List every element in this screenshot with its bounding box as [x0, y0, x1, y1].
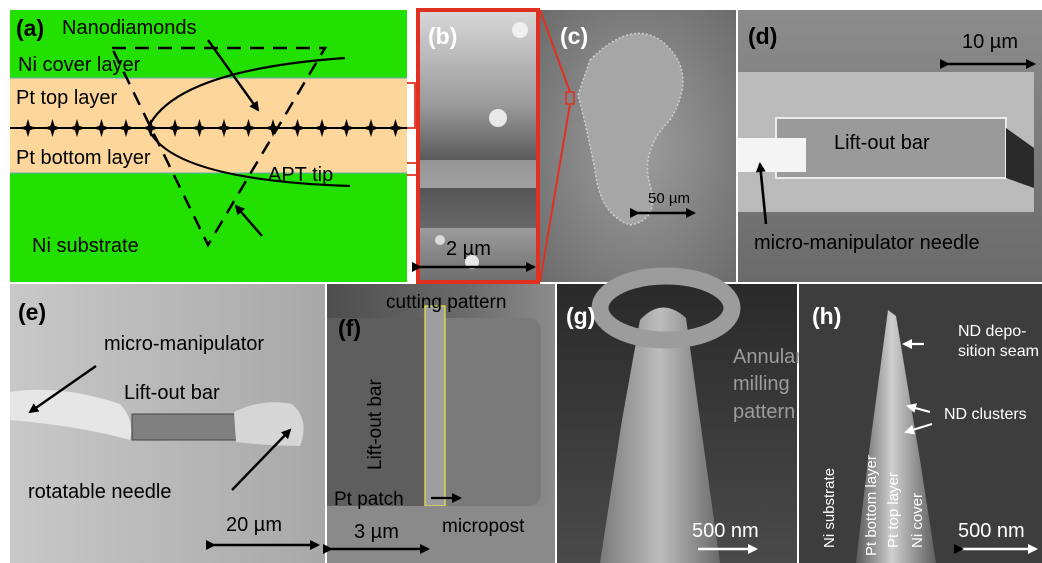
- nanodiamonds-arrow: [207, 39, 260, 112]
- h-ni-cover-label: Ni cover: [909, 493, 926, 548]
- panel-g-scale-label: 500 nm: [692, 520, 759, 542]
- panel-f: (f) cutting pattern Lift-out bar Pt patc…: [323, 284, 555, 563]
- nanodiamond-star: [92, 119, 111, 137]
- needle-arrow: [755, 162, 768, 225]
- nanodiamond-star: [68, 119, 86, 137]
- panel-h-scale-label: 500 nm: [958, 520, 1025, 542]
- panel-h-tip: [856, 310, 936, 563]
- panel-a: (a) Nanodiamonds Ni cover layer Pt top l…: [10, 10, 418, 282]
- panel-c-scale-label: 50 µm: [648, 190, 690, 207]
- panel-e-letter: (e): [18, 299, 46, 325]
- panel-f-letter: (f): [338, 315, 361, 341]
- nanodiamond-star: [117, 119, 135, 137]
- pt-bottom-label: Pt bottom layer: [16, 147, 151, 169]
- panel-h: (h) ND depo- sition seam ND clusters Ni …: [799, 284, 1042, 563]
- panel-d-lift-out-label: Lift-out bar: [834, 132, 930, 154]
- nanodiamond-star: [43, 119, 62, 137]
- panel-b-highlight-frame: [416, 8, 540, 284]
- nd-clusters-label: ND clusters: [944, 406, 1027, 423]
- nanodiamond-star: [19, 119, 37, 137]
- panel-e: (e) micro-manipulator Lift-out bar rotat…: [10, 284, 325, 563]
- nanodiamond-star: [386, 119, 405, 137]
- h-pt-bottom-label: Pt bottom layer: [863, 455, 880, 556]
- panel-e-scale-label: 20 µm: [226, 514, 282, 536]
- h-pt-top-label: Pt top layer: [885, 472, 902, 548]
- seam-label-1: ND depo-: [958, 323, 1026, 340]
- nanodiamond-star: [288, 119, 307, 137]
- panel-f-scale-label: 3 µm: [354, 521, 399, 543]
- nanodiamond-star: [313, 119, 331, 137]
- nanodiamond-star: [264, 119, 282, 137]
- panel-h-letter: (h): [812, 303, 841, 329]
- panel-g-letter: (g): [566, 303, 595, 329]
- panel-g: (g) Annular milling pattern 500 nm: [557, 267, 802, 563]
- seam-label-2: sition seam: [958, 343, 1039, 360]
- cutting-pattern-label: cutting pattern: [386, 292, 506, 313]
- pt-top-layer-region: [10, 78, 407, 118]
- pt-patch-label: Pt patch: [334, 489, 404, 510]
- panel-a-letter: (a): [16, 15, 44, 41]
- panel-e-lift-out-bar-shape: [131, 413, 237, 441]
- nanodiamond-row: [10, 119, 407, 137]
- nanodiamond-star: [239, 119, 258, 137]
- panel-b-letter: (b): [428, 23, 457, 49]
- rotatable-needle-arrow: [231, 428, 292, 491]
- manipulator-needle-shape: [738, 138, 806, 172]
- apt-tip-label: APT tip: [268, 164, 333, 186]
- micropost-label: micropost: [442, 516, 525, 537]
- micro-manipulator-label: micro-manipulator: [104, 333, 264, 355]
- nanodiamond-star: [362, 119, 380, 137]
- panel-g-tip: [600, 307, 720, 563]
- panel-d-letter: (d): [748, 23, 777, 49]
- nanodiamond-star: [141, 119, 160, 137]
- nanodiamond-star: [337, 119, 356, 137]
- panel-c: (c) 50 µm: [539, 9, 736, 283]
- h-ni-substrate-label: Ni substrate: [821, 468, 838, 548]
- pt-top-label: Pt top layer: [16, 87, 118, 109]
- panel-b: (b) 2 µm: [412, 8, 540, 284]
- panel-c-letter: (c): [560, 23, 588, 49]
- lift-out-bar-shape: [775, 117, 1007, 179]
- panel-d-scale-label: 10 µm: [962, 31, 1018, 53]
- manipulator-arrow: [28, 365, 97, 414]
- nanodiamond-star: [215, 119, 233, 137]
- apt-tip-outline: [146, 56, 351, 188]
- panel-d-needle-label: micro-manipulator needle: [754, 232, 980, 254]
- annular-ring: [591, 267, 741, 349]
- annular-label-3: pattern: [733, 401, 795, 423]
- ni-cover-label: Ni cover layer: [18, 54, 141, 76]
- apt-tip-arrow: [234, 204, 263, 237]
- milling-geometry-dashed: [110, 46, 328, 248]
- annular-label-1: Annular: [733, 346, 802, 368]
- panel-d: (d) 10 µm Lift-out bar micro-manipulator…: [738, 10, 1042, 282]
- annular-label-2: milling: [733, 373, 790, 395]
- panel-e-lift-out-label: Lift-out bar: [124, 382, 220, 404]
- nanodiamond-star: [166, 119, 184, 137]
- nanodiamonds-label: Nanodiamonds: [62, 17, 197, 39]
- ni-substrate-label: Ni substrate: [32, 235, 139, 257]
- panel-f-lift-out-label: Lift-out bar: [365, 379, 386, 470]
- rotatable-needle-label: rotatable needle: [28, 481, 171, 503]
- nanodiamond-star: [190, 119, 209, 137]
- cutting-pattern-rect: [424, 305, 446, 507]
- panel-b-scale-label: 2 µm: [446, 238, 491, 260]
